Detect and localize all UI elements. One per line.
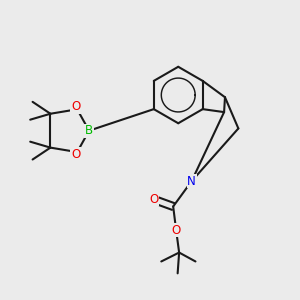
Text: B: B bbox=[85, 124, 93, 137]
Text: O: O bbox=[71, 100, 80, 113]
Text: O: O bbox=[71, 148, 80, 161]
Text: N: N bbox=[187, 175, 196, 188]
Text: O: O bbox=[149, 193, 158, 206]
Text: O: O bbox=[172, 224, 181, 237]
